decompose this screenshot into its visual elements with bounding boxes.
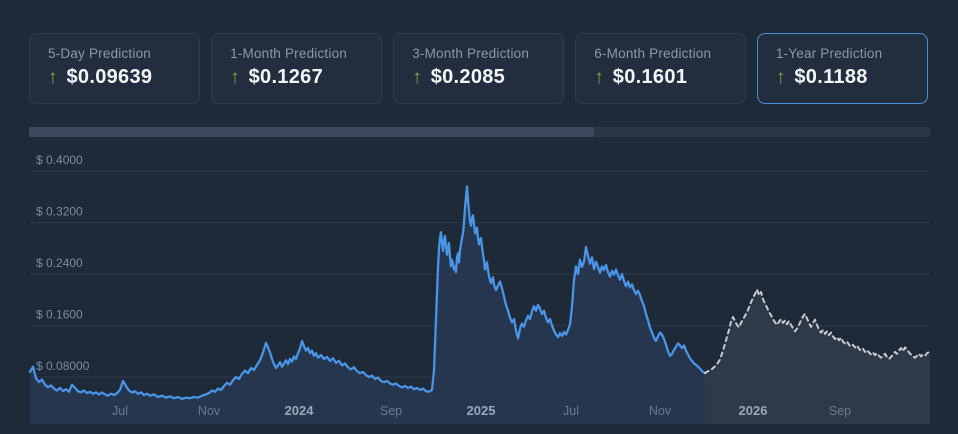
y-axis-label: $ 0.08000 — [36, 359, 90, 373]
card-value-row: ↑ $0.1601 — [594, 66, 745, 89]
card-value-row: ↑ $0.1188 — [776, 66, 927, 89]
x-axis-label: 2025 — [467, 403, 496, 418]
y-axis-label: $ 0.4000 — [36, 153, 83, 167]
up-arrow-icon: ↑ — [412, 67, 422, 88]
prediction-card-5-day[interactable]: 5-Day Prediction ↑ $0.09639 — [29, 33, 201, 104]
up-arrow-icon: ↑ — [48, 67, 58, 88]
up-arrow-icon: ↑ — [775, 66, 786, 88]
card-value: $0.1601 — [612, 66, 688, 88]
card-value-row: ↑ $0.2085 — [412, 66, 563, 89]
card-value: $0.2085 — [430, 66, 506, 88]
x-axis-label: Sep — [829, 404, 851, 418]
x-axis-label: Nov — [649, 404, 672, 418]
x-axis-label: Jul — [112, 404, 128, 418]
prediction-area-fill — [705, 289, 930, 424]
historical-area-fill — [30, 186, 705, 424]
prediction-line — [704, 288, 931, 375]
card-label: 1-Year Prediction — [775, 45, 883, 61]
chart-scrollbar[interactable] — [29, 127, 930, 137]
up-arrow-icon: ↑ — [594, 67, 604, 88]
card-value-row: ↑ $0.09639 — [48, 66, 199, 89]
prediction-card-6-month[interactable]: 6-Month Prediction ↑ $0.1601 — [575, 33, 747, 104]
x-axis-label: 2026 — [739, 403, 768, 418]
card-label: 6-Month Prediction — [594, 46, 712, 61]
prediction-cards-row: 5-Day Prediction ↑ $0.09639 1-Month Pred… — [29, 33, 928, 104]
card-value: $0.1267 — [248, 66, 323, 88]
historical-line — [28, 185, 707, 401]
x-axis-label: Jul — [563, 404, 579, 418]
x-axis-label: 2024 — [285, 403, 315, 418]
up-arrow-icon: ↑ — [230, 67, 240, 88]
prediction-card-1-month[interactable]: 1-Month Prediction ↑ $0.1267 — [211, 33, 383, 104]
prediction-card-1-year[interactable]: 1-Year Prediction ↑ $0.1188 — [757, 33, 928, 104]
card-label: 1-Month Prediction — [230, 46, 348, 61]
card-label: 5-Day Prediction — [48, 46, 151, 61]
x-axis-label: Nov — [198, 404, 221, 418]
prediction-card-3-month[interactable]: 3-Month Prediction ↑ $0.2085 — [393, 33, 565, 104]
y-axis-label: $ 0.2400 — [36, 256, 83, 270]
card-value-row: ↑ $0.1267 — [230, 66, 381, 89]
x-axis-label: Sep — [380, 404, 402, 418]
y-axis-label: $ 0.3200 — [36, 205, 83, 219]
card-value: $0.1188 — [794, 65, 868, 88]
chart-scrollbar-thumb[interactable] — [29, 127, 594, 137]
y-axis-label: $ 0.1600 — [36, 308, 83, 322]
card-label: 3-Month Prediction — [412, 46, 530, 61]
card-value: $0.09639 — [66, 66, 153, 88]
